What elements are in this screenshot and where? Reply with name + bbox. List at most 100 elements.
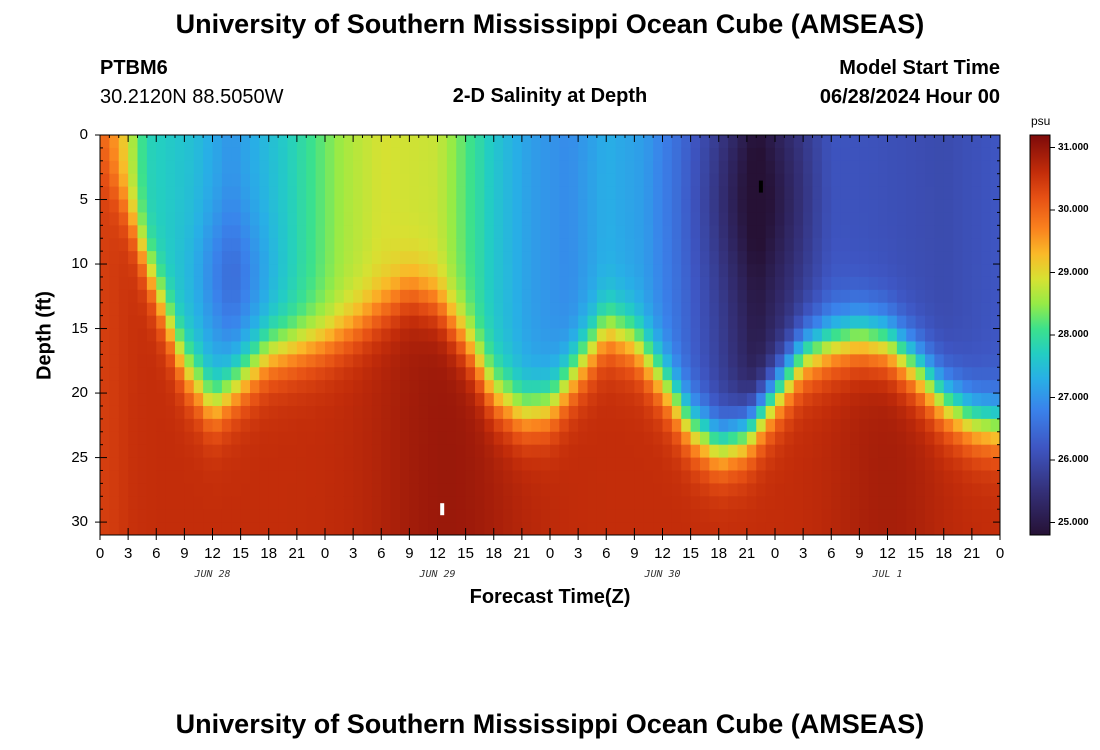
heatmap-cell: [409, 444, 420, 459]
heatmap-cell: [981, 470, 992, 484]
heatmap-cell: [559, 276, 570, 291]
heatmap-cell: [643, 496, 654, 510]
heatmap-cell: [184, 289, 195, 304]
heatmap-cell: [146, 444, 157, 459]
heatmap-cell: [690, 147, 701, 162]
heatmap-cell: [343, 289, 354, 304]
heatmap-cell: [784, 276, 795, 291]
heatmap-cell: [550, 315, 560, 330]
heatmap-cell: [456, 289, 467, 304]
heatmap-cell: [381, 173, 392, 188]
heatmap-cell: [746, 225, 757, 239]
heatmap-cell: [868, 315, 879, 330]
heatmap-cell: [662, 444, 673, 459]
heatmap-cell: [718, 225, 729, 239]
heatmap-cell: [746, 418, 757, 433]
heatmap-cell: [418, 135, 429, 149]
heatmap-cell: [896, 135, 907, 149]
heatmap-cell: [550, 354, 560, 368]
heatmap-cell: [887, 225, 898, 239]
heatmap-cell: [971, 418, 982, 433]
heatmap-cell: [578, 405, 589, 420]
heatmap-cell: [475, 212, 485, 226]
heatmap-cell: [550, 457, 560, 472]
heatmap-cell: [887, 276, 898, 291]
heatmap-cell: [268, 160, 279, 175]
heatmap-cell: [915, 199, 926, 214]
heatmap-cell: [156, 341, 167, 355]
heatmap-cell: [381, 341, 392, 355]
heatmap-cell: [765, 264, 776, 278]
heatmap-cell: [493, 380, 504, 394]
heatmap-cell: [100, 470, 110, 484]
heatmap-cell: [465, 483, 476, 497]
heatmap-cell: [362, 431, 373, 446]
heatmap-cell: [503, 405, 514, 420]
heatmap-cell: [859, 354, 870, 368]
heatmap-cell: [596, 238, 607, 252]
page-title: University of Southern Mississippi Ocean…: [175, 9, 925, 39]
heatmap-cell: [718, 238, 729, 252]
heatmap-cell: [990, 238, 1000, 252]
heatmap-cell: [128, 212, 139, 226]
heatmap-cell: [812, 315, 823, 330]
heatmap-cell: [606, 367, 617, 381]
heatmap-cell: [165, 135, 176, 149]
heatmap-cell: [568, 276, 579, 291]
heatmap-cell: [831, 264, 842, 278]
heatmap-cell: [709, 199, 720, 214]
heatmap-cell: [587, 341, 598, 355]
heatmap-cell: [212, 212, 223, 226]
heatmap-cell: [100, 199, 110, 214]
heatmap-cell: [709, 147, 720, 162]
heatmap-cell: [456, 173, 467, 188]
heatmap-cell: [250, 289, 260, 304]
heatmap-cell: [690, 509, 701, 523]
heatmap-cell: [128, 289, 139, 304]
heatmap-cell: [493, 238, 504, 252]
colorbar-tick-label: 31.000: [1058, 141, 1089, 153]
heatmap-cell: [634, 135, 645, 149]
heatmap-cell: [118, 199, 129, 214]
heatmap-cell: [634, 405, 645, 420]
heatmap-cell: [503, 341, 514, 355]
heatmap-cell: [418, 341, 429, 355]
heatmap-cell: [118, 276, 129, 291]
heatmap-cell: [784, 509, 795, 523]
heatmap-cell: [184, 135, 195, 149]
heatmap-cell: [681, 367, 692, 381]
heatmap-cell: [278, 212, 289, 226]
heatmap-cell: [868, 509, 879, 523]
heatmap-cell: [137, 251, 148, 265]
heatmap-cell: [343, 431, 354, 446]
heatmap-cell: [925, 328, 935, 343]
heatmap-cell: [615, 405, 626, 420]
heatmap-cell: [775, 341, 785, 355]
heatmap-cell: [737, 212, 748, 226]
heatmap-cell: [662, 238, 673, 252]
heatmap-cell: [643, 289, 654, 304]
heatmap-cell: [475, 522, 485, 535]
heatmap-cell: [231, 522, 242, 535]
heatmap-cell: [503, 276, 514, 291]
heatmap-cell: [625, 251, 635, 265]
heatmap-cell: [296, 380, 307, 394]
heatmap-cell: [793, 431, 804, 446]
heatmap-cell: [821, 405, 832, 420]
heatmap-cell: [690, 160, 701, 175]
heatmap-cell: [268, 135, 279, 149]
heatmap-cell: [756, 160, 767, 175]
heatmap-cell: [446, 405, 457, 420]
heatmap-cell: [287, 173, 298, 188]
heatmap-cell: [250, 367, 260, 381]
heatmap-cell: [990, 276, 1000, 291]
heatmap-cell: [165, 328, 176, 343]
heatmap-cell: [700, 328, 710, 343]
heatmap-cell: [943, 225, 954, 239]
heatmap-cell: [643, 418, 654, 433]
heatmap-cell: [756, 212, 767, 226]
heatmap-cell: [943, 160, 954, 175]
heatmap-cell: [118, 173, 129, 188]
heatmap-cell: [690, 522, 701, 535]
heatmap-cell: [146, 431, 157, 446]
